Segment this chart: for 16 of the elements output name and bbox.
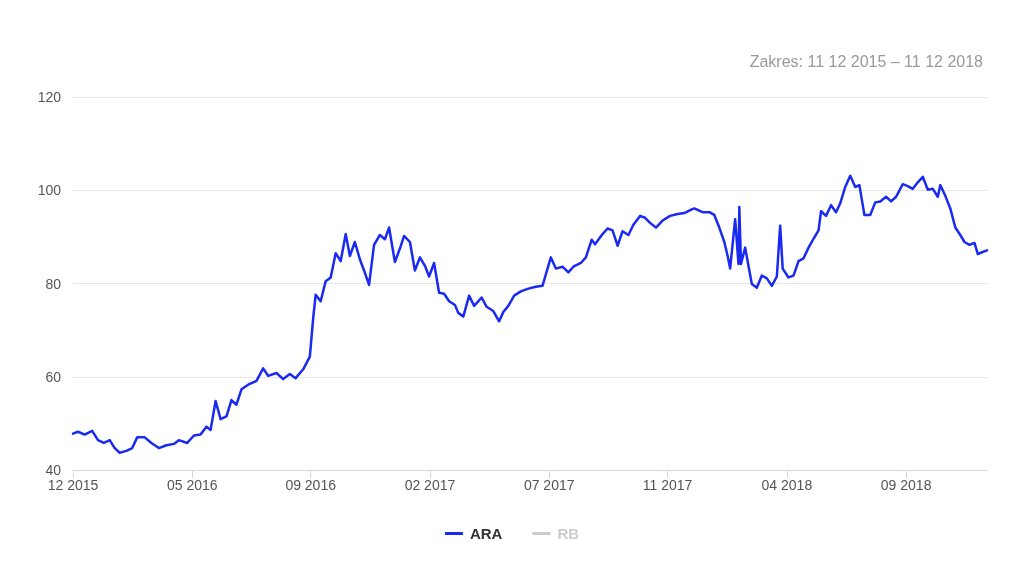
- line-series: [71, 174, 989, 454]
- x-tick-label: 02 2017: [404, 477, 456, 493]
- x-tick-label: 09 2016: [285, 477, 337, 493]
- x-tick-label: 11 2017: [642, 477, 693, 493]
- y-tick-label: 100: [37, 182, 62, 199]
- y-tick-label: 60: [45, 368, 62, 385]
- x-tick-label: 12 2015: [47, 477, 99, 493]
- x-tick-label: 05 2016: [166, 477, 218, 493]
- y-tick-label: 120: [37, 89, 62, 105]
- chart-subtitle: Zakres: 11 12 2015 – 11 12 2018: [749, 52, 984, 70]
- x-tick-label: 04 2018: [761, 477, 813, 493]
- legend-label: ARA: [469, 525, 503, 542]
- y-tick-label: 40: [45, 462, 62, 478]
- x-tick-label: 09 2018: [880, 477, 932, 493]
- x-tick-label: 07 2017: [523, 477, 575, 493]
- y-tick-label: 80: [45, 275, 62, 292]
